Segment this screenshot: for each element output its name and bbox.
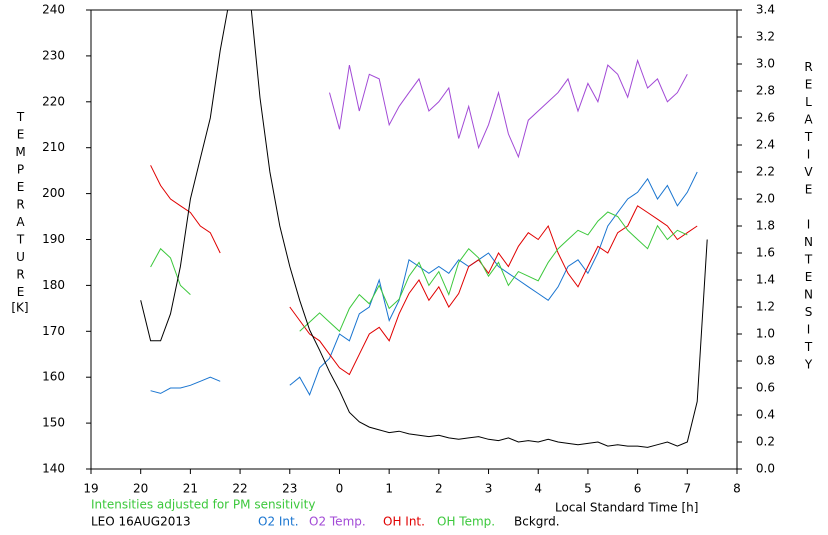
x-tick-label: 20 xyxy=(133,482,148,496)
y2-tick-label: 1.8 xyxy=(756,219,775,233)
y2-tick-label: 2.4 xyxy=(756,138,775,152)
x-tick-label: 21 xyxy=(183,482,198,496)
y2-tick-label: 2.2 xyxy=(756,165,775,179)
y2-tick-label: 3.4 xyxy=(756,3,775,17)
y-tick-label: 140 xyxy=(42,462,65,476)
legend-entry: Bckgrd. xyxy=(514,515,560,529)
x-tick-label: 2 xyxy=(435,482,443,496)
y-axis-label: TEMPERATURE xyxy=(14,110,28,303)
x-tick-label: 22 xyxy=(232,482,247,496)
y2-tick-label: 0.6 xyxy=(756,381,775,395)
y-tick-label: 230 xyxy=(42,48,65,62)
y2-tick-label: 0.2 xyxy=(756,435,775,449)
y2-tick-label: 2.0 xyxy=(756,192,775,206)
legend-entry: O2 Int. xyxy=(258,515,299,529)
plot-frame xyxy=(90,9,738,470)
y-axis-unit: [K] xyxy=(11,301,28,315)
x-tick-label: 0 xyxy=(336,482,344,496)
x-axis-label: Local Standard Time [h] xyxy=(555,501,698,515)
x-tick-label: 1 xyxy=(385,482,393,496)
y2-tick-label: 1.4 xyxy=(756,273,775,287)
x-tick-label: 4 xyxy=(534,482,542,496)
series-line xyxy=(150,171,698,396)
y-tick-label: 160 xyxy=(42,370,65,384)
y-tick-label: 240 xyxy=(42,3,65,17)
y-tick-label: 200 xyxy=(42,186,65,200)
y2-tick-label: 3.0 xyxy=(756,57,775,71)
y2-tick-label: 1.6 xyxy=(756,246,775,260)
y-tick-label: 210 xyxy=(42,140,65,154)
legend-entry: O2 Temp. xyxy=(309,515,366,529)
y-tick-label: 220 xyxy=(42,94,65,108)
x-tick-label: 19 xyxy=(83,482,98,496)
x-tick-label: 23 xyxy=(282,482,297,496)
x-tick-label: 8 xyxy=(733,482,741,496)
y-tick-label: 150 xyxy=(42,416,65,430)
y-tick-label: 190 xyxy=(42,232,65,246)
series-line xyxy=(140,10,708,448)
chart-title: LEO 16AUG2013 xyxy=(91,515,191,529)
y2-tick-label: 2.6 xyxy=(756,111,775,125)
y-tick-label: 180 xyxy=(42,278,65,292)
x-tick-label: 7 xyxy=(683,482,691,496)
y2-tick-label: 0.4 xyxy=(756,408,775,422)
x-tick-label: 3 xyxy=(485,482,493,496)
plot-lines xyxy=(140,10,708,448)
series-line xyxy=(150,211,688,333)
y2-tick-label: 1.0 xyxy=(756,327,775,341)
y-tick-label: 170 xyxy=(42,324,65,338)
y2-tick-label: 3.2 xyxy=(756,30,775,44)
annotation: Intensities adjusted for PM sensitivity xyxy=(91,498,315,512)
y2-axis-label: RELATIVE INTENSITY xyxy=(802,60,816,375)
legend-entry: OH Temp. xyxy=(437,515,495,529)
y2-tick-label: 2.8 xyxy=(756,84,775,98)
y2-tick-label: 0.8 xyxy=(756,354,775,368)
x-tick-label: 5 xyxy=(584,482,592,496)
legend-entry: OH Int. xyxy=(383,515,425,529)
x-tick-label: 6 xyxy=(634,482,642,496)
series-line xyxy=(150,165,698,376)
y2-tick-label: 1.2 xyxy=(756,300,775,314)
y2-tick-label: 0.0 xyxy=(756,462,775,476)
series-line xyxy=(329,58,688,159)
